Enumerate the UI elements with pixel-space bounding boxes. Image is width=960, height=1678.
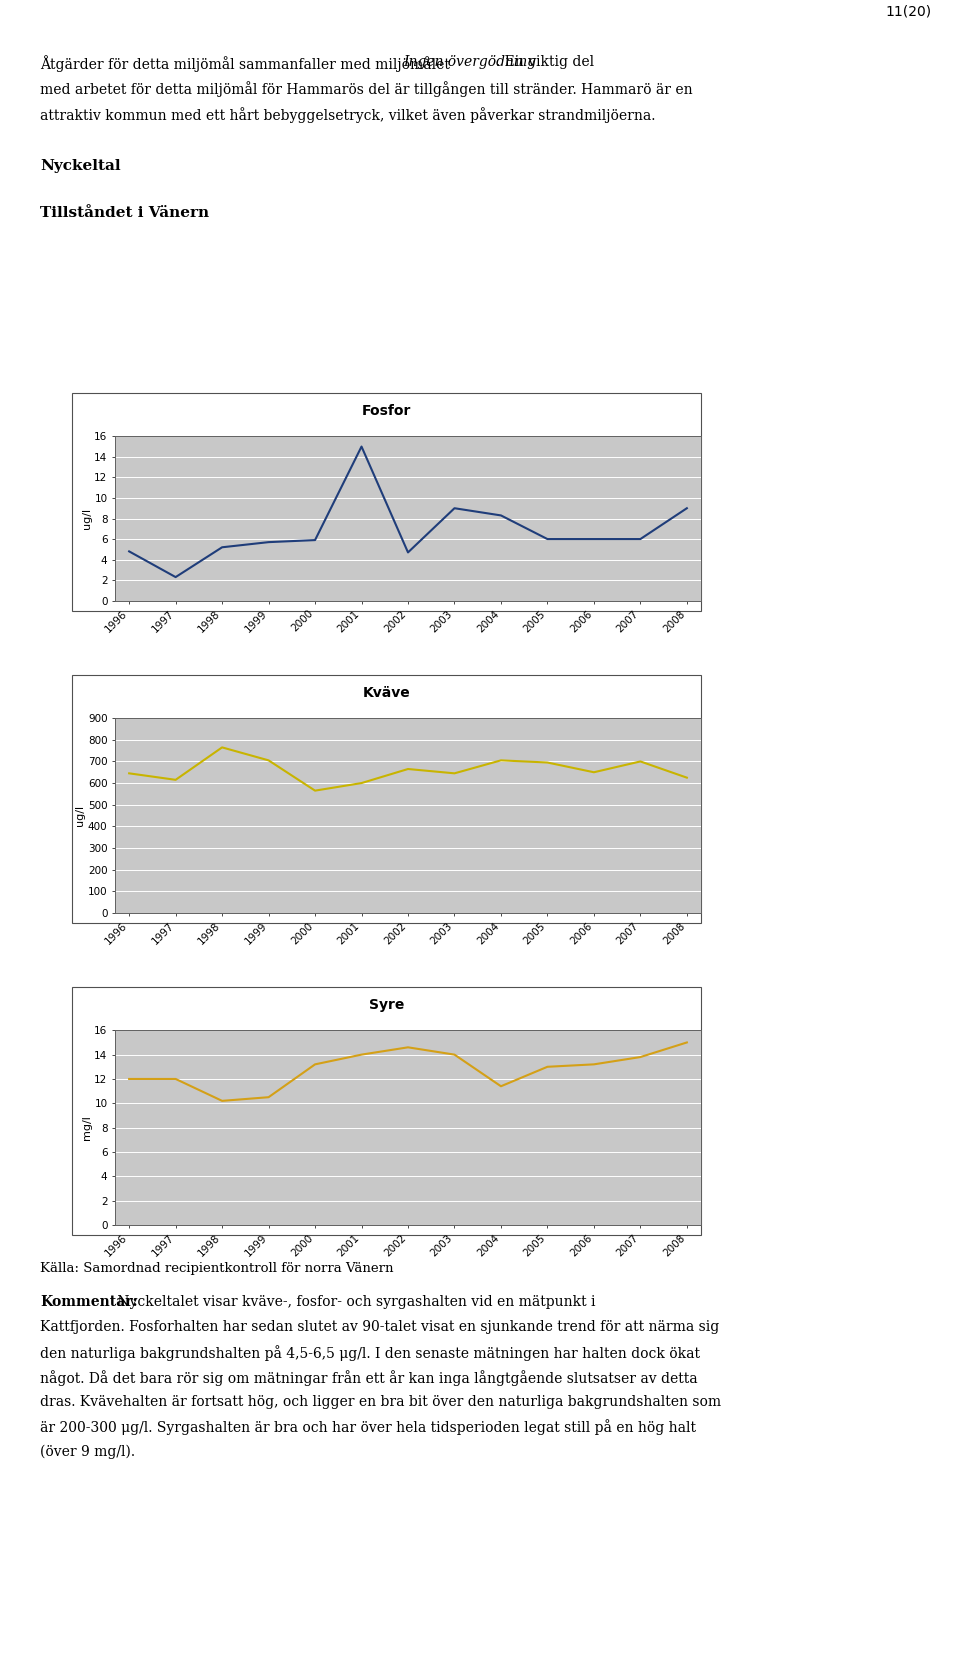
Text: Nyckeltal: Nyckeltal: [40, 159, 121, 173]
Y-axis label: mg/l: mg/l: [82, 1116, 91, 1139]
Text: Syre: Syre: [369, 998, 404, 1012]
Text: Ingen övergödning: Ingen övergödning: [403, 55, 537, 69]
Text: Kväve: Kväve: [363, 686, 410, 700]
Text: med arbetet för detta miljömål för Hammarös del är tillgången till stränder. Ham: med arbetet för detta miljömål för Hamma…: [40, 82, 693, 97]
Text: är 200-300 μg/l. Syrgashalten är bra och har över hela tidsperioden legat still : är 200-300 μg/l. Syrgashalten är bra och…: [40, 1420, 696, 1435]
Text: (över 9 mg/l).: (över 9 mg/l).: [40, 1445, 135, 1458]
Text: dras. Kvävehalten är fortsatt hög, och ligger en bra bit över den naturliga bakg: dras. Kvävehalten är fortsatt hög, och l…: [40, 1394, 722, 1410]
Text: . En viktig del: . En viktig del: [496, 55, 594, 69]
Text: något. Då det bara rör sig om mätningar från ett år kan inga långtgående slutsat: något. Då det bara rör sig om mätningar …: [40, 1369, 698, 1386]
Text: Nyckeltalet visar kväve-, fosfor- och syrgashalten vid en mätpunkt i: Nyckeltalet visar kväve-, fosfor- och sy…: [113, 1295, 596, 1309]
Text: Tillståndet i Vänern: Tillståndet i Vänern: [40, 206, 209, 220]
Text: Kommentar:: Kommentar:: [40, 1295, 138, 1309]
Y-axis label: ug/l: ug/l: [82, 508, 91, 529]
Text: Kattfjorden. Fosforhalten har sedan slutet av 90-talet visat en sjunkande trend : Kattfjorden. Fosforhalten har sedan slut…: [40, 1321, 720, 1334]
Text: attraktiv kommun med ett hårt bebyggelsetryck, vilket även påverkar strandmiljöe: attraktiv kommun med ett hårt bebyggelse…: [40, 107, 656, 122]
Text: 11(20): 11(20): [885, 5, 931, 18]
Text: Fosfor: Fosfor: [362, 404, 411, 418]
Text: Källa: Samordnad recipientkontroll för norra Vänern: Källa: Samordnad recipientkontroll för n…: [40, 1262, 394, 1275]
Y-axis label: ug/l: ug/l: [75, 805, 85, 826]
Text: den naturliga bakgrundshalten på 4,5-6,5 μg/l. I den senaste mätningen har halte: den naturliga bakgrundshalten på 4,5-6,5…: [40, 1346, 701, 1361]
Text: Åtgärder för detta miljömål sammanfaller med miljömålet: Åtgärder för detta miljömål sammanfaller…: [40, 55, 455, 72]
